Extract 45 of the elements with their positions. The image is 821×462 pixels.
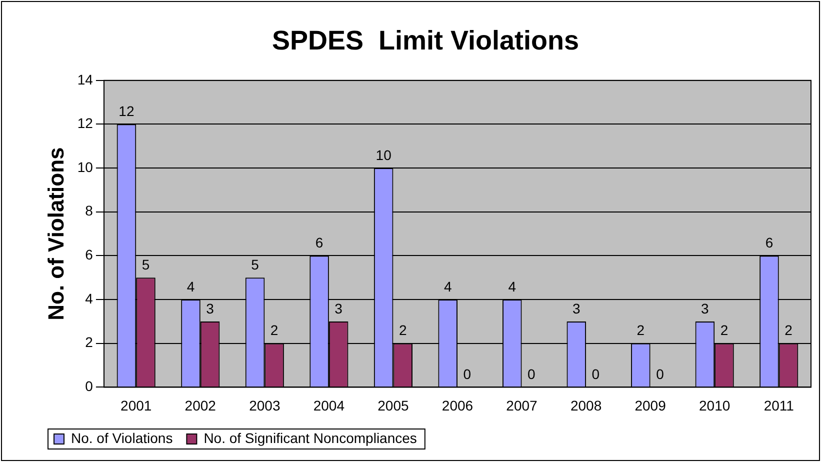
data-label: 3 (206, 300, 214, 316)
legend-label: No. of Significant Noncompliances (204, 430, 417, 446)
y-tick-label: 14 (77, 71, 94, 88)
x-tick-label: 2006 (442, 397, 474, 414)
x-tick-label: 2007 (506, 397, 538, 414)
data-label: 0 (528, 366, 536, 382)
y-tick-label: 4 (85, 290, 94, 306)
data-label: 12 (118, 103, 134, 120)
data-label: 10 (376, 146, 392, 163)
data-label: 0 (592, 366, 600, 382)
data-label: 2 (784, 322, 793, 338)
chart-title: SPDES Limit Violations (272, 26, 580, 56)
x-tick-label: 2004 (313, 397, 345, 414)
x-tick-label: 2005 (378, 397, 409, 414)
data-label: 2 (398, 322, 407, 338)
data-label: 0 (463, 366, 472, 382)
y-tick-label: 8 (85, 202, 94, 219)
legend-label: No. of Violations (71, 430, 173, 446)
x-tick-label: 2010 (699, 397, 730, 414)
data-label: 4 (508, 278, 516, 294)
data-label: 2 (720, 322, 728, 338)
y-tick-label: 10 (77, 158, 94, 175)
y-tick-label: 6 (85, 246, 94, 263)
x-tick-label: 2009 (634, 397, 666, 414)
data-label: 5 (251, 256, 260, 272)
x-tick-label: 2003 (249, 397, 280, 414)
x-tick-label: 2008 (570, 397, 602, 414)
y-axis-title: No. of Violations (43, 147, 68, 320)
data-label: 2 (636, 322, 645, 338)
data-label: 0 (656, 366, 664, 382)
data-label: 3 (572, 300, 580, 316)
x-tick-label: 2002 (184, 397, 216, 414)
data-label: 6 (315, 234, 324, 251)
data-label: 4 (186, 278, 195, 294)
x-tick-label: 2011 (764, 397, 794, 414)
y-tick-label: 0 (85, 378, 94, 394)
y-tick-label: 2 (85, 334, 94, 350)
x-tick-label: 2001 (120, 397, 152, 414)
data-label: 3 (334, 300, 343, 316)
y-tick-label: 12 (77, 115, 94, 132)
data-label: 4 (444, 278, 452, 294)
data-label: 5 (142, 256, 150, 272)
data-label: 2 (270, 322, 278, 338)
data-label: 3 (701, 300, 710, 316)
data-label: 6 (765, 234, 774, 251)
